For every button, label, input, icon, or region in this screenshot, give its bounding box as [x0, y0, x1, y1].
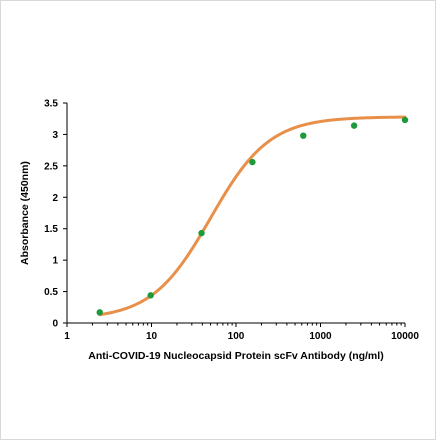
data-markers — [96, 116, 409, 316]
y-tick-label: 2 — [52, 193, 58, 204]
y-tick-label: 0 — [52, 319, 58, 330]
data-point — [198, 229, 205, 237]
y-tick-label: 3 — [52, 130, 58, 141]
x-tick-label: 1000 — [309, 331, 332, 342]
chart-axes — [66, 103, 405, 324]
x-tick-label: 100 — [228, 331, 245, 342]
x-tick-label: 10000 — [391, 331, 419, 342]
data-point — [249, 158, 256, 166]
y-axis-title: Absorbance (450nm) — [19, 161, 31, 265]
x-axis-title: Anti-COVID-19 Nucleocapsid Protein scFv … — [88, 350, 383, 362]
y-tick-label: 1 — [52, 256, 58, 267]
x-tick-label: 10 — [146, 331, 158, 342]
y-axis-ticks: 0 0.5 1 1.5 2 2.5 3 3.5 — [44, 99, 67, 330]
x-tick-label: 1 — [64, 331, 70, 342]
y-tick-label: 3.5 — [44, 99, 58, 110]
x-axis-ticks: 1 10 100 1000 10000 — [64, 323, 419, 342]
data-point — [96, 309, 103, 316]
y-tick-label: 0.5 — [44, 287, 58, 298]
fit-curve — [98, 115, 407, 317]
data-point — [350, 122, 358, 129]
data-point — [401, 116, 409, 124]
y-tick-label: 1.5 — [44, 224, 58, 235]
data-point — [147, 292, 154, 299]
y-tick-label: 2.5 — [44, 161, 58, 172]
data-point — [300, 132, 307, 139]
